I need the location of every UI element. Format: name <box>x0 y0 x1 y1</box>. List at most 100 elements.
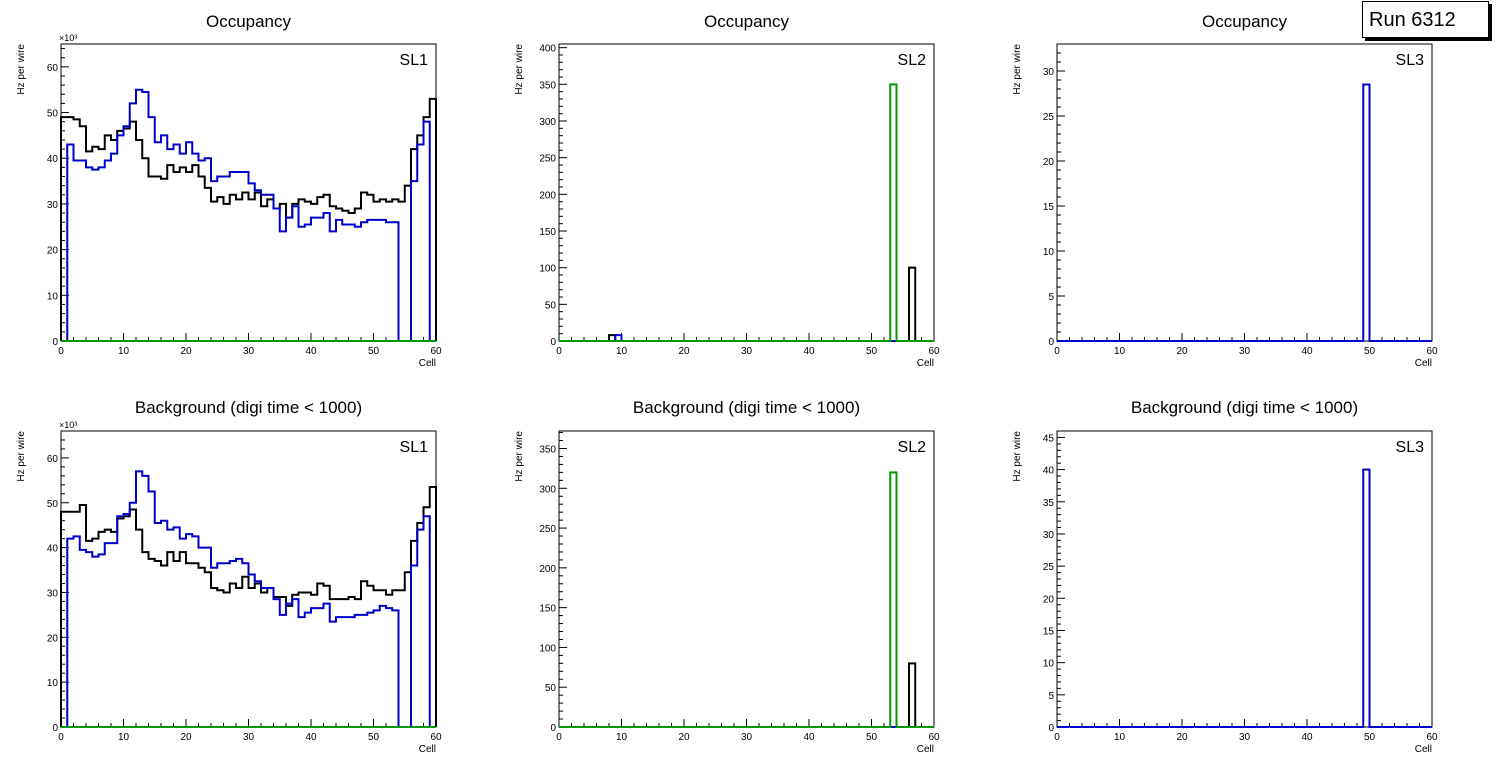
y-tick-label: 0 <box>1048 337 1054 348</box>
y-tick-label: 15 <box>1043 626 1055 637</box>
x-tick-label: 40 <box>1301 346 1313 357</box>
x-tick-label: 0 <box>556 346 562 357</box>
x-tick-label: 20 <box>678 732 690 743</box>
y-tick-label: 0 <box>52 723 58 734</box>
x-axis-label: Cell <box>917 358 934 369</box>
y-tick-label: 50 <box>545 300 557 311</box>
chart-panel-6: Background (digi time < 1000) 0 10 20 30 40 50… <box>1012 398 1438 755</box>
x-tick-label: 10 <box>616 346 628 357</box>
superlayer-label: SL3 <box>1396 52 1425 69</box>
y-tick-label: 30 <box>47 588 59 599</box>
y-tick-label: 250 <box>539 154 556 165</box>
x-tick-label: 20 <box>1176 732 1188 743</box>
histogram-series-blue <box>61 88 436 342</box>
superlayer-label: SL2 <box>898 439 927 456</box>
histogram-series-black <box>559 266 934 342</box>
plot-frame <box>558 43 935 342</box>
y-tick-label: 40 <box>47 544 59 555</box>
y-tick-label: 40 <box>1043 466 1055 477</box>
y-tick-label: 45 <box>1043 433 1055 444</box>
y-tick-label: 50 <box>47 109 59 120</box>
y-tick-label: 0 <box>52 337 58 348</box>
x-tick-label: 20 <box>1176 346 1188 357</box>
y-tick-label: 0 <box>550 337 556 348</box>
chart-title: Background (digi time < 1000) <box>633 398 860 417</box>
y-tick-label: 400 <box>539 44 556 55</box>
x-tick-label: 30 <box>1239 346 1251 357</box>
y-tick-label: 30 <box>1043 67 1055 78</box>
x-tick-label: 50 <box>368 732 380 743</box>
y-tick-label: 0 <box>1048 723 1054 734</box>
y-tick-label: 60 <box>47 454 59 465</box>
y-tick-label: 20 <box>1043 594 1055 605</box>
x-tick-label: 60 <box>430 346 442 357</box>
x-tick-label: 40 <box>305 346 317 357</box>
y-tick-label: 10 <box>1043 247 1055 258</box>
y-tick-label: 30 <box>1043 530 1055 541</box>
y-axis-label: Hz per wire <box>16 431 27 482</box>
superlayer-label: SL1 <box>400 52 429 69</box>
y-tick-label: 150 <box>539 604 556 615</box>
y-tick-label: 25 <box>1043 562 1055 573</box>
run-number-box: Run 6312 <box>1362 1 1489 38</box>
x-tick-label: 30 <box>243 732 255 743</box>
y-axis-label: Hz per wire <box>1012 44 1023 95</box>
x-tick-label: 40 <box>803 346 815 357</box>
y-tick-label: 30 <box>47 200 59 211</box>
x-tick-label: 0 <box>556 732 562 743</box>
x-tick-label: 30 <box>243 346 255 357</box>
x-axis-label: Cell <box>917 744 934 755</box>
y-axis-label: Hz per wire <box>1012 431 1023 482</box>
chart-title: Background (digi time < 1000) <box>1131 398 1358 417</box>
y-tick-label: 20 <box>1043 157 1055 168</box>
y-tick-label: 10 <box>1043 659 1055 670</box>
y-axis-exponent: ×10³ <box>59 33 77 43</box>
x-tick-label: 20 <box>180 346 192 357</box>
histogram-series-black <box>559 662 934 728</box>
x-tick-label: 60 <box>1426 346 1438 357</box>
y-tick-label: 10 <box>47 678 59 689</box>
histogram-series-black <box>60 97 437 341</box>
x-tick-label: 30 <box>741 346 753 357</box>
chart-panel-4: Background (digi time < 1000) 0 10 20 30 40 50… <box>16 398 442 755</box>
y-tick-label: 350 <box>539 445 556 456</box>
x-axis-label: Cell <box>419 358 436 369</box>
y-tick-label: 5 <box>1048 292 1054 303</box>
histogram-series-black <box>60 486 437 727</box>
y-tick-label: 150 <box>539 227 556 238</box>
plot-frame <box>1056 43 1433 342</box>
y-tick-label: 350 <box>539 80 556 91</box>
x-axis-label: Cell <box>1415 744 1432 755</box>
y-tick-label: 60 <box>47 63 59 74</box>
y-tick-label: 20 <box>47 633 59 644</box>
histogram-series-blue <box>1057 468 1432 728</box>
x-tick-label: 0 <box>1054 732 1060 743</box>
chart-title: Occupancy <box>1202 12 1288 31</box>
x-tick-label: 30 <box>1239 732 1251 743</box>
x-tick-label: 0 <box>58 346 64 357</box>
x-tick-label: 50 <box>1364 346 1376 357</box>
y-tick-label: 250 <box>539 524 556 535</box>
x-tick-label: 50 <box>866 346 878 357</box>
superlayer-label: SL2 <box>898 52 927 69</box>
x-tick-label: 40 <box>803 732 815 743</box>
x-tick-label: 50 <box>1364 732 1376 743</box>
y-axis-exponent: ×10³ <box>59 420 77 430</box>
histogram-series-green <box>559 83 934 342</box>
y-axis-label: Hz per wire <box>514 44 525 95</box>
x-tick-label: 0 <box>58 732 64 743</box>
chart-title: Occupancy <box>206 12 292 31</box>
x-tick-label: 10 <box>616 732 628 743</box>
chart-panel-5: Background (digi time < 1000) 0 10 20 30 40 50… <box>514 398 940 755</box>
x-tick-label: 10 <box>118 732 130 743</box>
y-tick-label: 0 <box>550 723 556 734</box>
y-tick-label: 35 <box>1043 498 1055 509</box>
x-tick-label: 40 <box>1301 732 1313 743</box>
y-tick-label: 100 <box>539 264 556 275</box>
chart-title: Occupancy <box>704 12 790 31</box>
y-tick-label: 300 <box>539 484 556 495</box>
y-tick-label: 100 <box>539 643 556 654</box>
